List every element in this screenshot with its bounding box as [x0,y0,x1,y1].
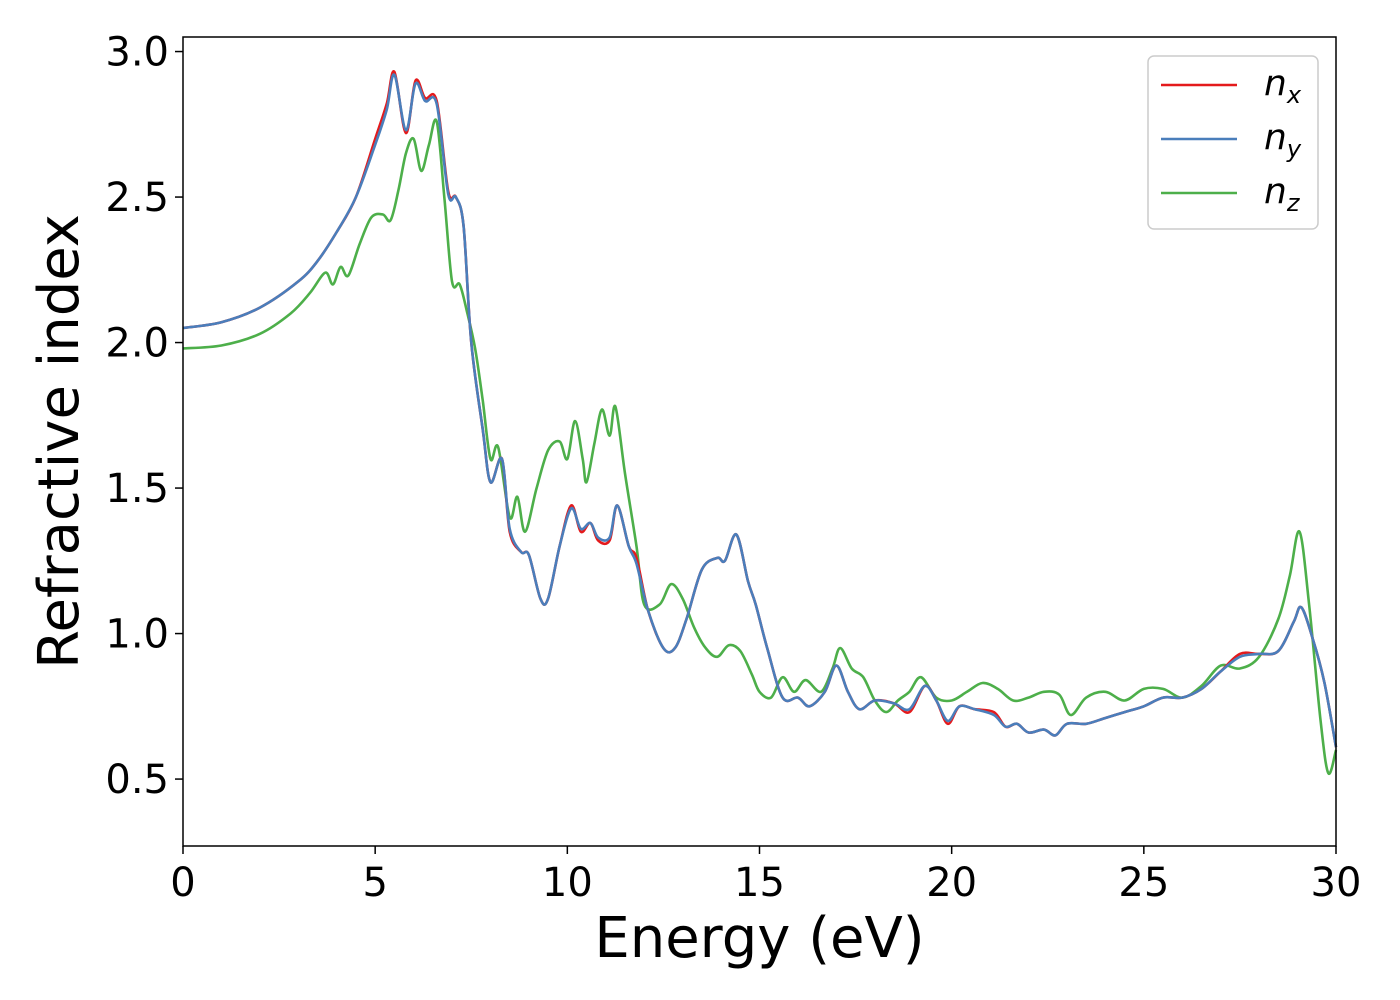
x-tick-label: 20 [926,860,977,906]
x-tick-label: 15 [734,860,785,906]
x-axis-label: Energy (eV) [594,906,924,971]
y-axis-label: Refractive index [27,214,92,669]
y-axis: 0.5 1.0 1.5 2.0 2.5 3.0 [105,30,183,803]
x-tick-label: 10 [542,860,593,906]
y-tick-label: 1.0 [105,612,169,658]
y-tick-label: 1.5 [105,466,169,512]
y-tick-label: 3.0 [105,30,169,76]
series-layer [182,70,1338,776]
x-tick-label: 30 [1311,860,1362,906]
x-tick-label: 25 [1118,860,1169,906]
x-axis: 0 5 10 15 20 25 30 [170,846,1361,906]
series-line-ny [182,73,1338,748]
legend-box [1147,55,1319,230]
series-line-nz [182,118,1338,776]
y-tick-label: 2.5 [105,175,169,221]
y-tick-label: 0.5 [105,757,169,803]
x-tick-label: 0 [170,860,195,906]
y-tick-label: 2.0 [105,321,169,367]
plot-area [183,37,1336,846]
x-tick-label: 5 [362,860,387,906]
